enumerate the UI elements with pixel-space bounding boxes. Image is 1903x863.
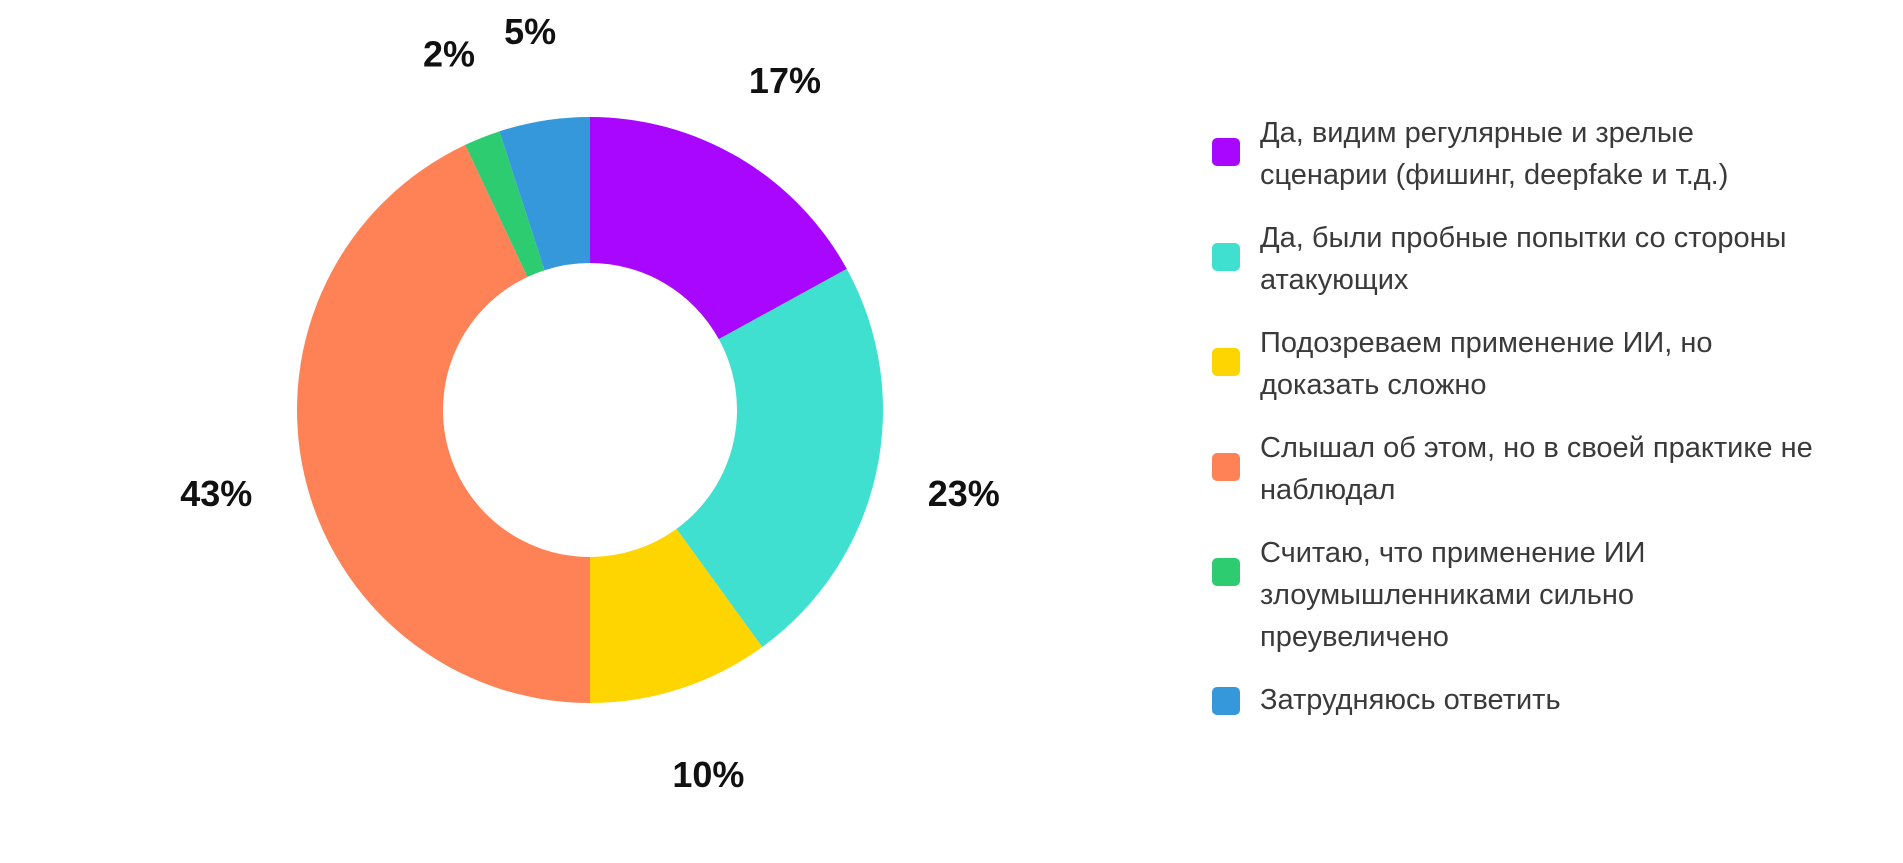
chart-legend: Да, видим регулярные и зрелые сценарии (… bbox=[1212, 112, 1872, 742]
legend-item-2: Да, были пробные попытки со стороны атак… bbox=[1212, 217, 1872, 301]
donut-slice-5 bbox=[465, 131, 545, 277]
legend-label: Да, были пробные попытки со стороны атак… bbox=[1260, 222, 1787, 296]
donut-slice-6 bbox=[499, 117, 590, 271]
legend-item-6: Затрудняюсь ответить bbox=[1212, 679, 1872, 721]
legend-label: Затрудняюсь ответить bbox=[1260, 684, 1561, 716]
donut-value-labels: 17% 23% 10% 43% 2% 5% bbox=[180, 11, 1000, 795]
donut-chart: 17% 23% 10% 43% 2% 5% bbox=[180, 11, 1000, 795]
donut-slices bbox=[297, 117, 884, 703]
legend-label: Считаю, что применение ИИ злоумышленника… bbox=[1260, 537, 1646, 653]
donut-slice-2 bbox=[676, 268, 884, 648]
legend-item-3: Подозреваем применение ИИ, но доказать с… bbox=[1212, 322, 1872, 406]
legend-swatch bbox=[1212, 348, 1240, 376]
legend-item-4: Слышал об этом, но в своей практике не н… bbox=[1212, 427, 1872, 511]
legend-item-5: Считаю, что применение ИИ злоумышленника… bbox=[1212, 532, 1872, 658]
legend-swatch bbox=[1212, 138, 1240, 166]
legend-label: Подозреваем применение ИИ, но доказать с… bbox=[1260, 327, 1713, 401]
legend-swatch bbox=[1212, 687, 1240, 715]
slice-value-label-4: 43% bbox=[180, 473, 252, 514]
donut-slice-3 bbox=[590, 528, 763, 703]
legend-label: Слышал об этом, но в своей практике не н… bbox=[1260, 432, 1813, 506]
legend-swatch bbox=[1212, 243, 1240, 271]
slice-value-label-6: 5% bbox=[504, 11, 556, 52]
slice-value-label-3: 10% bbox=[672, 754, 744, 795]
legend-label: Да, видим регулярные и зрелые сценарии (… bbox=[1260, 117, 1729, 191]
legend-item-1: Да, видим регулярные и зрелые сценарии (… bbox=[1212, 112, 1872, 196]
legend-swatch bbox=[1212, 453, 1240, 481]
slice-value-label-1: 17% bbox=[749, 60, 821, 101]
slice-value-label-5: 2% bbox=[423, 33, 475, 74]
donut-slice-4 bbox=[297, 144, 590, 703]
legend-swatch bbox=[1212, 558, 1240, 586]
slice-value-label-2: 23% bbox=[928, 473, 1000, 514]
donut-slice-1 bbox=[590, 117, 847, 340]
